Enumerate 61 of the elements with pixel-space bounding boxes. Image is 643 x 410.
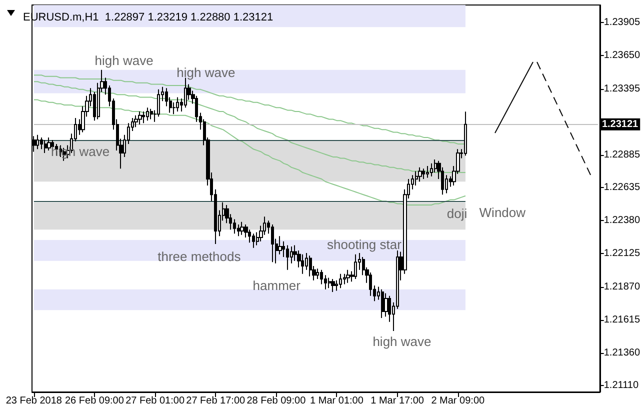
candlestick bbox=[286, 244, 289, 270]
candlestick bbox=[316, 268, 319, 280]
candlestick bbox=[47, 136, 51, 151]
ref-line-label: 1.23121 bbox=[602, 118, 639, 130]
x-tick-label: 23 Feb 2018 bbox=[6, 396, 62, 406]
y-tick-label: 1.21360 bbox=[604, 348, 640, 359]
x-tick-label: 28 Feb 09:00 bbox=[246, 396, 306, 406]
candlestick bbox=[354, 254, 357, 280]
y-tick-label: 1.21110 bbox=[604, 380, 639, 392]
candlestick bbox=[464, 111, 467, 156]
x-tick-label: 1 Mar 01:00 bbox=[310, 396, 364, 406]
y-tick-label: 1.21870 bbox=[604, 281, 640, 292]
annotation: high wave bbox=[94, 53, 154, 68]
candlestick bbox=[134, 114, 138, 128]
candlestick bbox=[343, 273, 346, 285]
candlestick bbox=[346, 269, 350, 284]
candlestick bbox=[40, 136, 43, 150]
candlestick bbox=[430, 162, 433, 177]
candlestick bbox=[426, 166, 429, 178]
candlestick bbox=[44, 140, 47, 154]
annotation: shooting star bbox=[327, 237, 402, 252]
candlestick bbox=[271, 224, 274, 263]
candlestick bbox=[301, 254, 304, 274]
annotation: high wave bbox=[372, 334, 432, 349]
y-tick-label: 1.21615 bbox=[604, 314, 640, 326]
y-tick-label: 1.22635 bbox=[604, 182, 640, 193]
candlestick bbox=[150, 108, 153, 120]
x-tick-label: 1 Mar 17:00 bbox=[370, 396, 424, 406]
x-tick-label: 27 Feb 01:00 bbox=[126, 396, 185, 406]
candlestick bbox=[252, 233, 255, 248]
line-series bbox=[33, 81, 466, 174]
candlestick bbox=[415, 170, 418, 186]
y-tick-label: 1.23650 bbox=[604, 50, 640, 62]
annotation: doji bbox=[446, 206, 468, 221]
candlestick bbox=[339, 273, 342, 289]
candlestick bbox=[176, 96, 179, 112]
y-tick-label: 1.22125 bbox=[604, 248, 640, 260]
candlestick bbox=[381, 288, 384, 318]
candlestick bbox=[146, 107, 149, 122]
y-tick-label: 1.23395 bbox=[604, 83, 640, 94]
candlestick bbox=[331, 278, 335, 293]
annotation: Window bbox=[479, 205, 526, 220]
annotation: three methods bbox=[158, 249, 242, 264]
y-tick-label: 1.22380 bbox=[604, 215, 640, 226]
x-tick-label: 27 Feb 17:00 bbox=[186, 396, 246, 406]
candlestick bbox=[309, 255, 312, 277]
candlestick bbox=[142, 110, 145, 124]
candlestick bbox=[328, 277, 331, 289]
y-tick-label: 1.23905 bbox=[604, 17, 640, 28]
y-tick-label: 1.22885 bbox=[604, 149, 640, 160]
annotation: hammer bbox=[252, 278, 302, 293]
candlestick bbox=[138, 110, 142, 125]
x-tick-label: 26 Feb 09:00 bbox=[64, 396, 124, 406]
candlestick bbox=[237, 224, 240, 237]
candlestick bbox=[240, 221, 244, 236]
line-series bbox=[33, 99, 466, 206]
annotation: high wave bbox=[176, 65, 236, 80]
x-tick-label: 2 Mar 09:00 bbox=[431, 396, 486, 406]
candlestick bbox=[36, 134, 39, 150]
candlestick bbox=[418, 166, 422, 182]
candlestick bbox=[422, 168, 425, 180]
